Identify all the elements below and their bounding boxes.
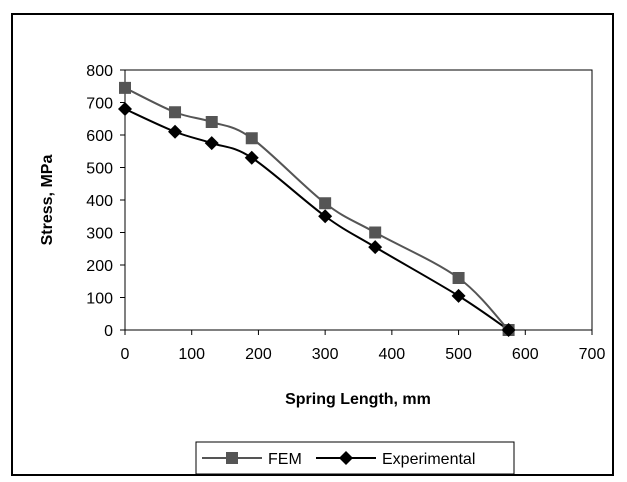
data-point-experimental	[118, 102, 132, 116]
data-point-fem	[245, 132, 258, 145]
x-tick-label: 300	[312, 346, 339, 363]
data-point-experimental	[501, 323, 516, 337]
x-tick-label: 500	[445, 346, 472, 363]
x-tick-label: 0	[121, 346, 130, 363]
legend-experimental-diamond-icon	[339, 451, 353, 465]
data-point-experimental	[368, 240, 383, 255]
data-point-fem	[369, 226, 382, 239]
y-tick-label: 800	[86, 63, 113, 80]
x-axis-title: Spring Length, mm	[285, 391, 431, 408]
data-point-fem	[319, 197, 332, 210]
y-tick-label: 300	[86, 226, 113, 243]
legend-experimental-label: Experimental	[382, 451, 475, 468]
data-point-experimental	[204, 136, 219, 151]
y-tick-label: 600	[86, 128, 113, 145]
x-tick-label: 700	[579, 346, 606, 363]
y-tick-label: 700	[86, 96, 113, 113]
x-tick-label: 100	[178, 346, 205, 363]
data-point-experimental	[168, 124, 183, 139]
legend: FEM Experimental	[195, 441, 515, 475]
x-tick-label: 400	[379, 346, 406, 363]
plot-area	[124, 69, 593, 331]
x-tick-label: 200	[245, 346, 272, 363]
legend-fem-label: FEM	[268, 451, 302, 468]
data-point-fem	[119, 81, 131, 94]
data-point-experimental	[318, 209, 333, 224]
y-tick-label: 100	[86, 291, 113, 308]
data-point-experimental	[244, 150, 259, 165]
series-line-experimental	[124, 108, 510, 331]
data-point-experimental	[451, 288, 466, 303]
y-tick-label: 0	[104, 323, 113, 340]
data-point-fem	[452, 272, 465, 284]
x-tick-label: 600	[512, 346, 539, 363]
legend-fem-square-icon	[226, 452, 238, 464]
y-tick-label: 500	[86, 161, 113, 178]
y-axis-title: Stress, MPa	[39, 155, 56, 246]
y-tick-label: 200	[86, 258, 113, 275]
data-point-fem	[205, 116, 218, 128]
data-point-fem	[169, 106, 182, 119]
y-tick-label: 400	[86, 193, 113, 210]
